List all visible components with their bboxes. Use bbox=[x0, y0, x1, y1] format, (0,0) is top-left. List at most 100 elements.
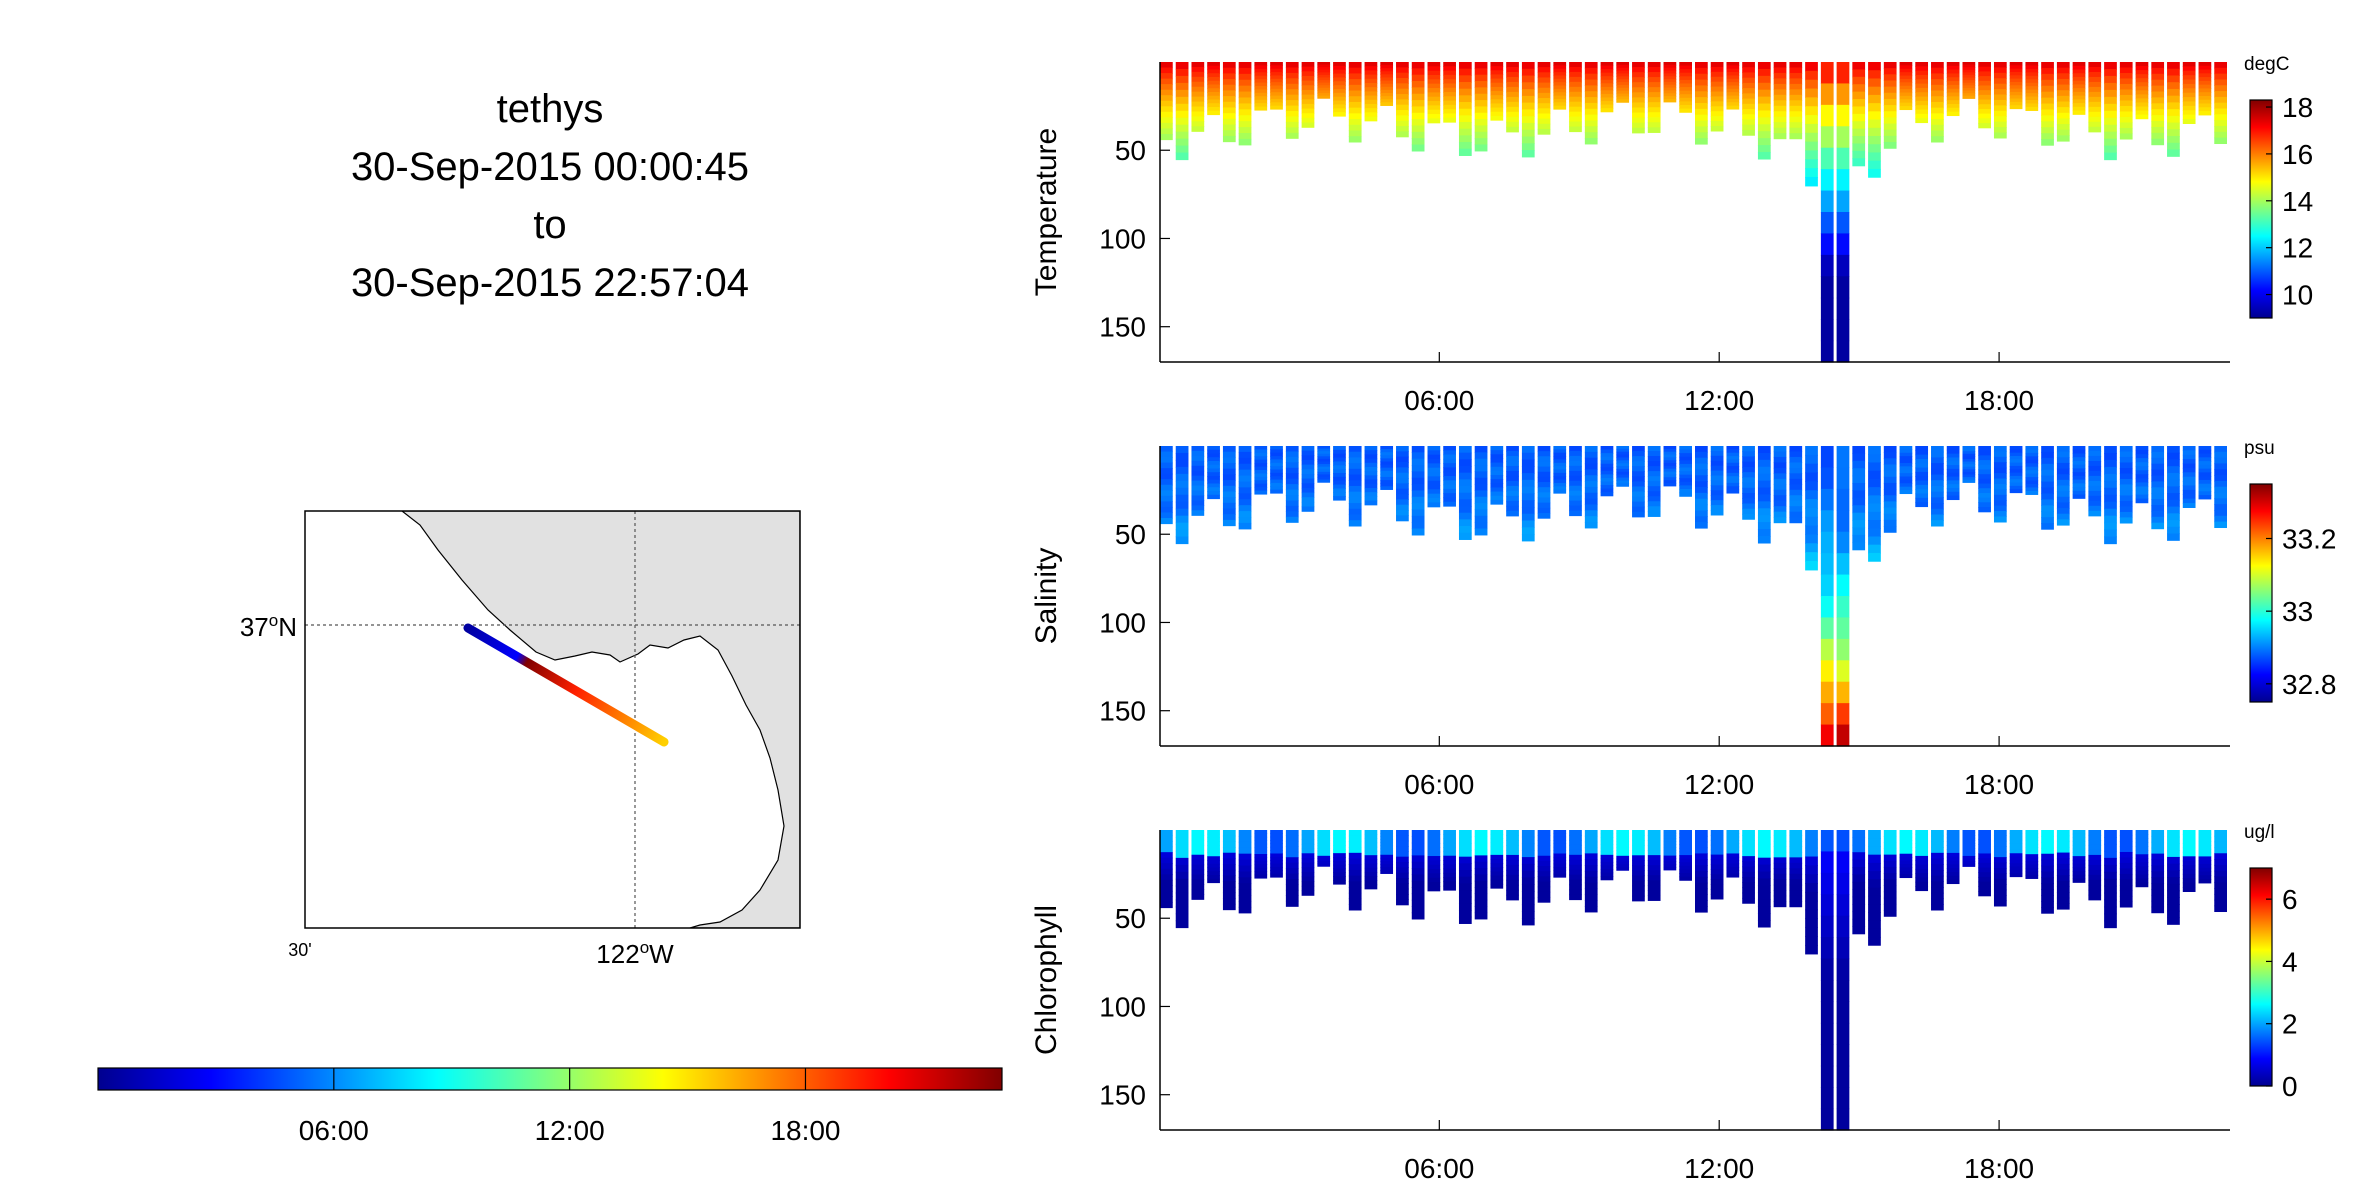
section-cell bbox=[1222, 130, 1236, 137]
section-cell bbox=[1474, 893, 1488, 901]
section-cell bbox=[2104, 522, 2117, 531]
section-cell bbox=[2198, 464, 2212, 470]
section-cell bbox=[1978, 492, 1991, 499]
section-cell bbox=[1474, 509, 1488, 517]
section-cell bbox=[2167, 850, 2180, 858]
section-cell bbox=[1474, 490, 1488, 498]
section-cell bbox=[2072, 871, 2086, 876]
section-cell bbox=[2135, 830, 2149, 835]
section-cell bbox=[1820, 660, 1834, 683]
section-cell bbox=[1506, 86, 1519, 93]
section-cell bbox=[1191, 460, 1205, 467]
section-cell bbox=[1458, 890, 1472, 898]
section-cell bbox=[1789, 111, 1803, 118]
section-cell bbox=[1647, 845, 1661, 851]
time-colorbar-tick-label: 06:00 bbox=[299, 1115, 369, 1146]
section-cell bbox=[1899, 479, 1913, 484]
section-cell bbox=[1207, 487, 1220, 492]
section-cell bbox=[1521, 75, 1535, 83]
section-cell bbox=[1978, 62, 1991, 68]
section-cell bbox=[2214, 841, 2227, 849]
section-cell bbox=[1222, 79, 1236, 86]
section-cell bbox=[1805, 123, 1818, 134]
section-cell bbox=[1411, 446, 1425, 453]
section-cell bbox=[1993, 72, 2007, 79]
section-cell bbox=[2072, 69, 2086, 74]
section-cell bbox=[1584, 835, 1598, 843]
section-cell bbox=[1993, 884, 2007, 891]
section-cell bbox=[2135, 94, 2149, 100]
section-cell bbox=[1443, 484, 1456, 490]
section-cell bbox=[1836, 1108, 1850, 1131]
section-cell bbox=[1931, 457, 1944, 464]
section-cell bbox=[1836, 169, 1850, 192]
section-cell bbox=[2182, 105, 2196, 111]
section-cell bbox=[1757, 62, 1771, 70]
section-cell bbox=[1584, 894, 1598, 901]
section-cell bbox=[1632, 117, 1645, 124]
section-cell bbox=[1301, 492, 1315, 498]
section-cell bbox=[1632, 835, 1645, 841]
section-cell bbox=[2214, 859, 2227, 866]
section-cell bbox=[1537, 62, 1551, 68]
section-cell bbox=[2198, 92, 2212, 97]
section-cell bbox=[1270, 446, 1283, 450]
section-cell bbox=[2151, 859, 2165, 867]
section-cell bbox=[2088, 475, 2102, 482]
section-cell bbox=[1160, 846, 1173, 853]
section-cell bbox=[1364, 846, 1378, 852]
section-cell bbox=[1348, 101, 1362, 109]
section-cell bbox=[1207, 453, 1220, 458]
section-cell bbox=[1191, 864, 1205, 871]
section-cell bbox=[1521, 897, 1535, 906]
section-cell bbox=[1679, 87, 1692, 92]
section-cell bbox=[2056, 124, 2070, 131]
section-cell bbox=[1443, 501, 1456, 507]
section-cell bbox=[1301, 881, 1315, 887]
section-cell bbox=[2041, 865, 2054, 873]
section-cell bbox=[1427, 101, 1441, 106]
section-cell bbox=[1805, 543, 1818, 553]
section-cell bbox=[1742, 456, 1755, 463]
section-cell bbox=[2119, 462, 2133, 469]
start-time: 30-Sep-2015 00:00:45 bbox=[350, 145, 750, 189]
section-cell bbox=[1742, 897, 1755, 904]
section-cell bbox=[1883, 489, 1897, 496]
section-cell bbox=[1537, 512, 1551, 519]
section-cell bbox=[1474, 484, 1488, 492]
section-cell bbox=[1222, 485, 1236, 493]
section-cell bbox=[1191, 111, 1205, 118]
section-cell bbox=[1427, 860, 1441, 866]
section-cell bbox=[1993, 873, 2007, 880]
section-cell bbox=[1222, 514, 1236, 521]
section-cell bbox=[1285, 895, 1299, 902]
section-cell bbox=[1411, 509, 1425, 517]
section-cell bbox=[2009, 71, 2023, 76]
section-cell bbox=[2025, 466, 2039, 471]
section-cell bbox=[1553, 833, 1567, 838]
y-tick-label: 100 bbox=[1099, 991, 1146, 1022]
section-cell bbox=[1160, 501, 1173, 508]
section-cell bbox=[1458, 115, 1472, 123]
section-cell bbox=[1380, 62, 1394, 66]
section-cell bbox=[1521, 850, 1535, 858]
section-cell bbox=[1946, 845, 1960, 850]
section-cell bbox=[1207, 494, 1220, 500]
section-cell bbox=[2214, 853, 2227, 860]
section-cell bbox=[1962, 479, 1976, 483]
section-cell bbox=[1443, 62, 1456, 67]
section-cell bbox=[1931, 485, 1944, 493]
section-cell bbox=[1443, 847, 1456, 853]
section-cell bbox=[1584, 859, 1598, 866]
section-cell bbox=[1899, 867, 1913, 872]
section-cell bbox=[2025, 99, 2039, 105]
section-cell bbox=[2198, 830, 2212, 835]
section-cell bbox=[1915, 83, 1929, 89]
section-cell bbox=[1458, 843, 1472, 851]
section-cell bbox=[2135, 90, 2149, 95]
section-cell bbox=[2041, 133, 2054, 140]
section-cell bbox=[1632, 77, 1645, 83]
section-cell bbox=[1427, 114, 1441, 119]
section-cell bbox=[1317, 837, 1331, 841]
section-cell bbox=[1333, 449, 1346, 455]
